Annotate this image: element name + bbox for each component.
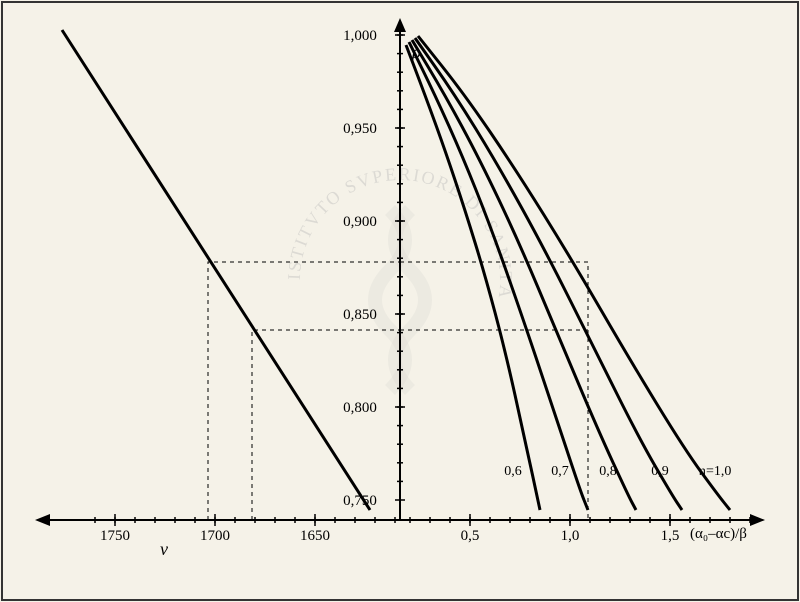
right-x-tick-label: 1,5 bbox=[661, 528, 680, 544]
y-tick-label: 0,800 bbox=[343, 400, 377, 416]
left-x-axis-label: ν bbox=[160, 539, 168, 559]
right-curves-group: 0,6 0,7 0,8 0,9 η=1,0 bbox=[406, 36, 731, 510]
curve-label: 0,6 bbox=[504, 464, 522, 479]
right-curve bbox=[415, 38, 682, 510]
right-curve bbox=[406, 45, 540, 510]
left-x-tick-label: 1700 bbox=[200, 528, 230, 544]
y-tick-label: 0,950 bbox=[343, 121, 377, 137]
chart-container: ISTITVTO SVPERIORE DI SANITÀ ρ ν (α₀–αc)… bbox=[0, 0, 800, 602]
y-tick-label: 0,900 bbox=[343, 214, 377, 230]
y-tick-label: 1,000 bbox=[343, 28, 377, 44]
left-x-tick-label: 1650 bbox=[300, 528, 330, 544]
curve-label: η=1,0 bbox=[699, 464, 732, 479]
right-x-tick-label: 0,5 bbox=[461, 528, 480, 544]
left-x-tick-label: 1750 bbox=[100, 528, 130, 544]
left-x-ticks-group: 1750 1700 1650 bbox=[95, 514, 395, 544]
left-line bbox=[62, 30, 370, 510]
right-curve bbox=[418, 36, 730, 510]
left-line-group bbox=[62, 30, 370, 510]
right-x-axis-label: (α₀–αc)/β bbox=[690, 526, 747, 542]
y-tick-label: 0,850 bbox=[343, 307, 377, 323]
right-x-tick-label: 1,0 bbox=[561, 528, 580, 544]
chart-svg: ISTITVTO SVPERIORE DI SANITÀ ρ ν (α₀–αc)… bbox=[0, 0, 800, 602]
curve-label: 0,9 bbox=[651, 464, 669, 479]
curve-label: 0,8 bbox=[599, 464, 617, 479]
curve-label: 0,7 bbox=[551, 464, 569, 479]
